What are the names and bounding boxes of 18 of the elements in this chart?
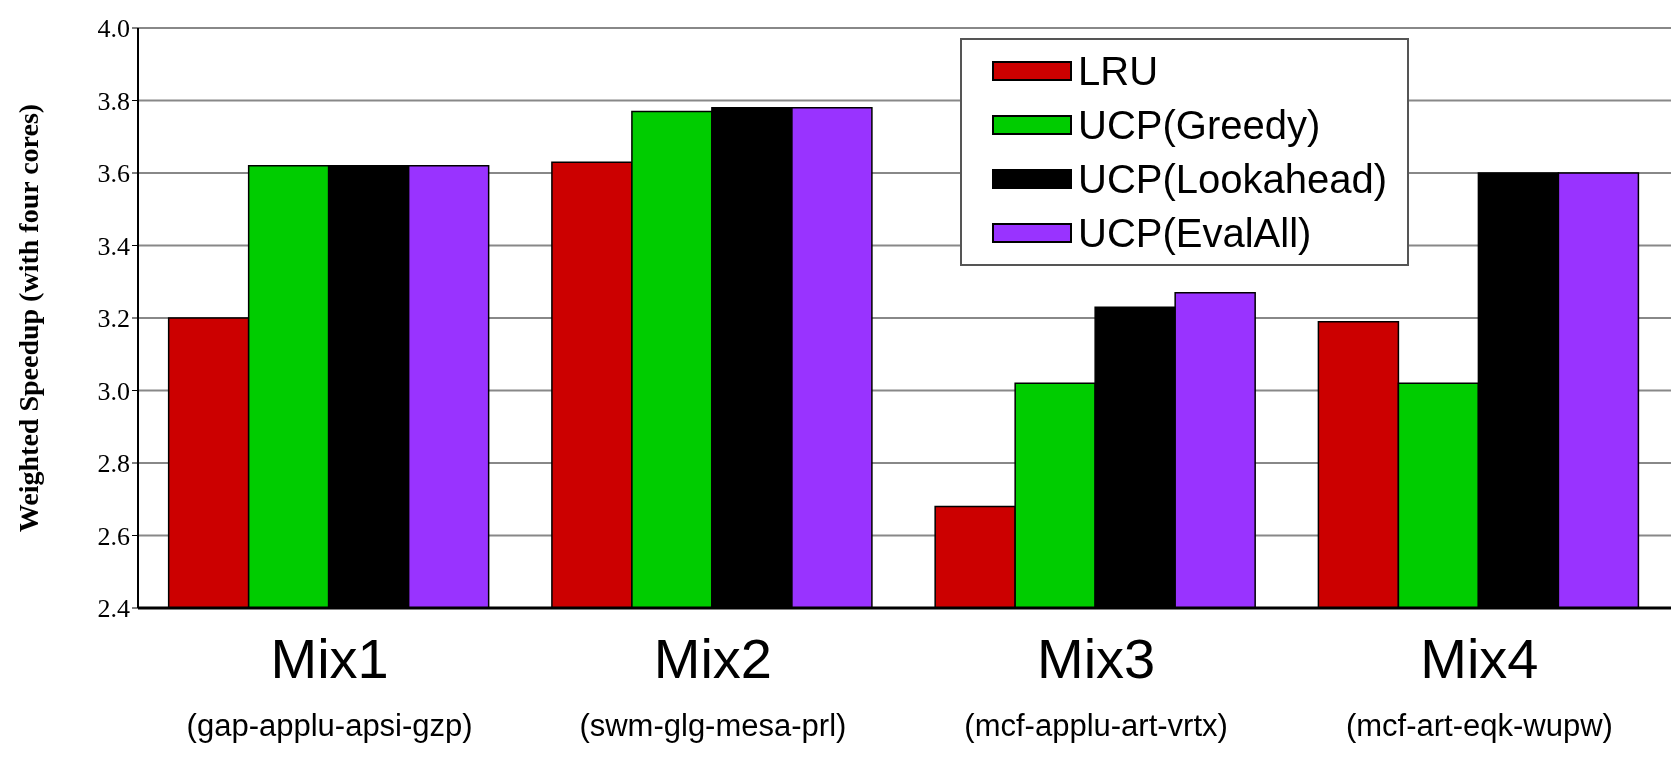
y-tick-label: 3.4	[97, 231, 130, 261]
legend-label: UCP(Lookahead)	[1078, 156, 1388, 203]
y-tick-label: 4.0	[97, 14, 130, 44]
y-axis-title: Weighted Speedup (with four cores)	[12, 103, 44, 533]
y-tick-label: 2.8	[97, 449, 130, 479]
legend-label: UCP(EvalAll)	[1078, 210, 1312, 257]
x-tick-label: Mix4 (mcf-art-eqk-wupw)	[1345, 627, 1613, 743]
y-tick-label: 2.6	[97, 521, 130, 551]
x-tick-label: Mix2 (swm-glg-mesa-prl)	[579, 627, 847, 743]
y-tick-label: 3.8	[97, 86, 130, 116]
x-tick-label: Mix3 (mcf-applu-art-vrtx)	[964, 627, 1228, 743]
y-tick-label: 3.6	[97, 159, 130, 189]
legend-label: UCP(Greedy)	[1078, 102, 1321, 149]
y-tick-label: 2.4	[97, 594, 130, 624]
y-tick-label: 3.2	[97, 304, 130, 334]
x-tick-label: Mix1 (gap-applu-apsi-gzp)	[186, 627, 473, 743]
y-tick-label: 3.0	[97, 376, 130, 406]
legend-label: LRU	[1078, 48, 1159, 95]
